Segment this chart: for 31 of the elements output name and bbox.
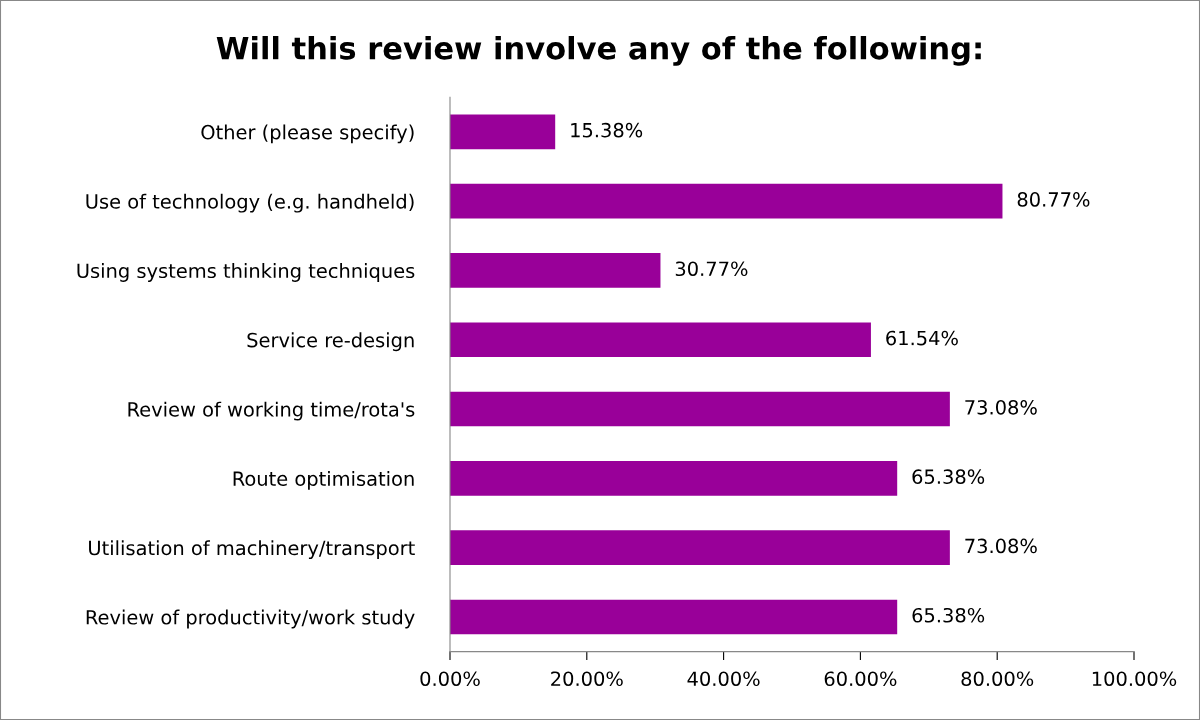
data-label: 61.54%	[886, 330, 958, 346]
bar	[450, 114, 556, 150]
bar	[450, 183, 1003, 219]
y-tick-label: Other (please specify)	[201, 124, 414, 144]
x-tick-label: 20.00%	[551, 671, 623, 687]
y-tick-label: Utilisation of machinery/transport	[89, 540, 415, 560]
y-tick-label: Review of productivity/work study	[86, 609, 415, 629]
bar	[450, 461, 898, 496]
data-label: 30.77%	[675, 261, 748, 277]
x-tick-label: 40.00%	[687, 671, 760, 687]
data-label: 65.38%	[912, 607, 985, 623]
y-tick-label: Using systems thinking techniques	[77, 263, 415, 282]
bar	[450, 530, 950, 565]
data-label: 73.08%	[965, 538, 1037, 554]
x-tick-label: 100.00%	[1092, 671, 1177, 687]
y-tick-label: Route optimisation	[233, 470, 414, 490]
bar	[450, 253, 661, 288]
data-label: 80.77%	[1017, 192, 1090, 207]
x-tick-label: 0.00%	[420, 671, 480, 687]
y-tick-label: Use of technology (e.g. handheld)	[86, 193, 414, 213]
y-tick-label: Review of working time/rota's	[128, 401, 415, 421]
data-label: 15.38%	[571, 122, 643, 138]
bar	[450, 322, 871, 358]
chart-title: Will this review involve any of the following:	[216, 36, 981, 66]
y-tick-label: Service re-design	[247, 332, 414, 352]
x-tick-label: 60.00%	[824, 671, 897, 687]
x-tick-label: 80.00%	[961, 671, 1034, 687]
bar	[450, 391, 950, 427]
bar	[450, 599, 898, 635]
data-label: 73.08%	[965, 399, 1037, 415]
data-label: 65.38%	[912, 469, 985, 484]
